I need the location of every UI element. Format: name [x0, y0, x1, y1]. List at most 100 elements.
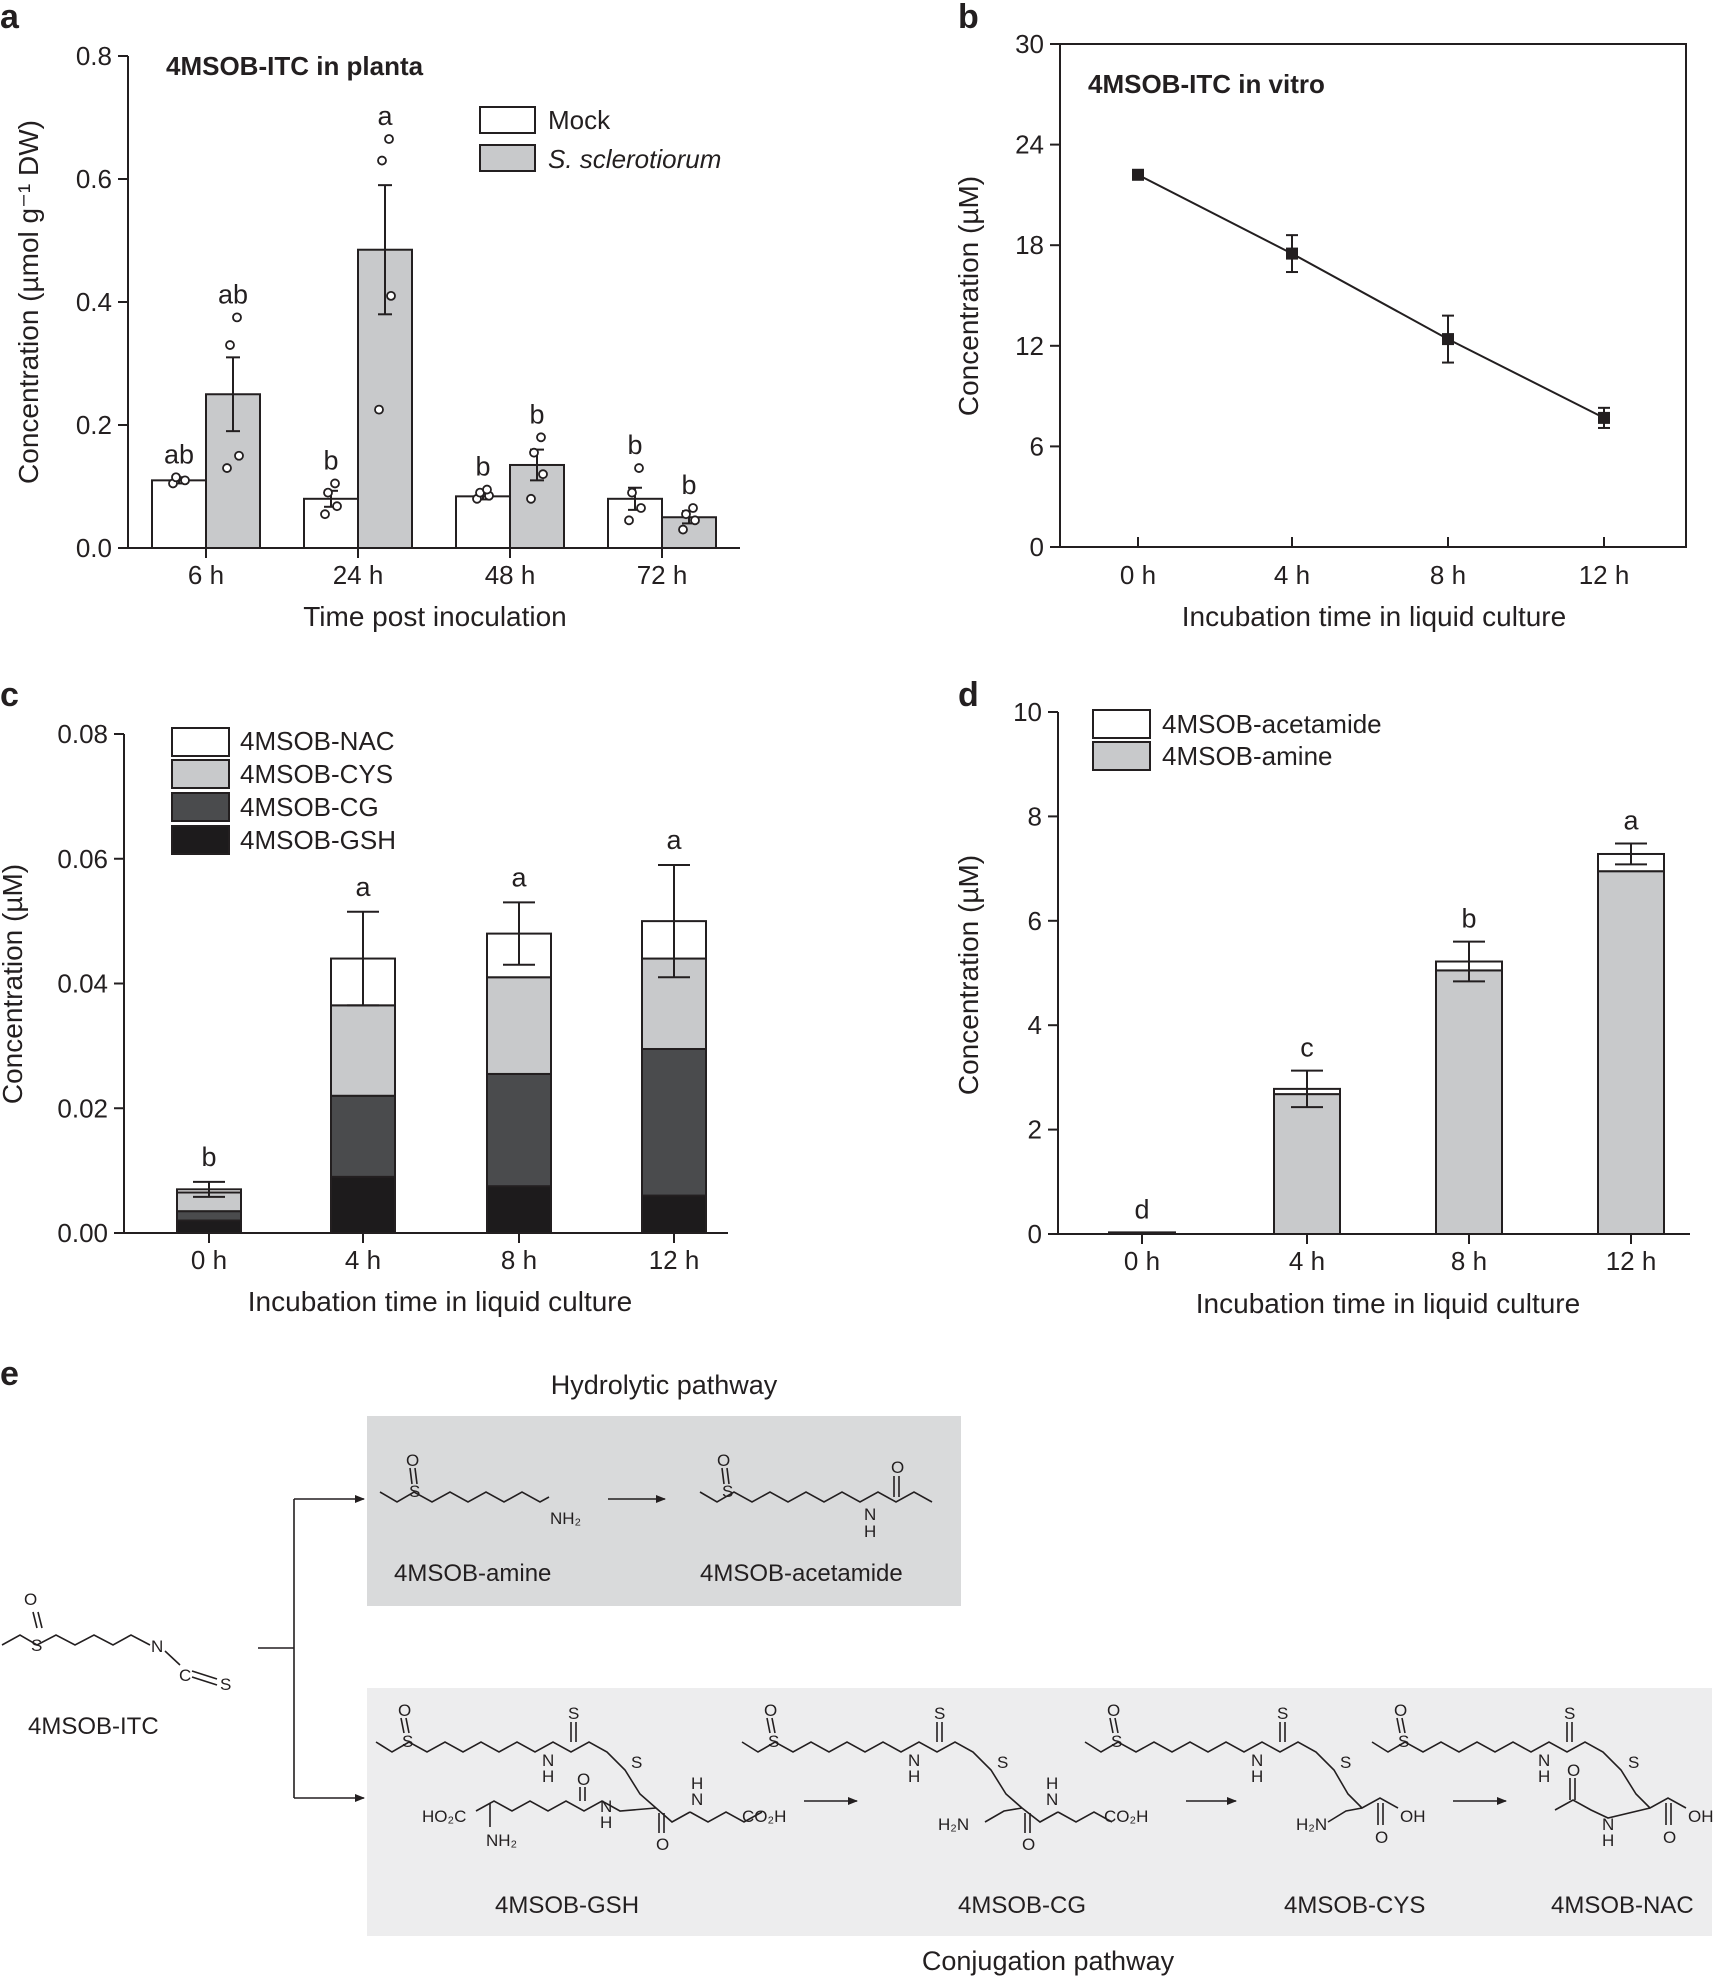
- d-x-label: Incubation time in liquid culture: [1196, 1288, 1580, 1319]
- label-4msob-cg: 4MSOB-CG: [958, 1892, 1086, 1919]
- c-legend-nac: 4MSOB-NAC: [240, 726, 395, 756]
- c-legend-swatch-nac: [171, 727, 230, 757]
- a-data-point: [386, 290, 396, 301]
- d-bar-segment: [1273, 1093, 1341, 1235]
- d-ytick-label: 2: [1028, 1115, 1042, 1145]
- a-data-point: [225, 340, 235, 350]
- panel-letter-d: d: [958, 676, 979, 714]
- c-ytick-label: 0.00: [57, 1218, 108, 1248]
- cg-atom-o2: O: [1022, 1835, 1035, 1854]
- c-legend-cg: 4MSOB-CG: [240, 792, 379, 822]
- cys-atom-n: N: [1251, 1751, 1263, 1770]
- c-xtick-label: 8 h: [501, 1245, 537, 1275]
- label-4msob-itc: 4MSOB-ITC: [28, 1713, 159, 1740]
- c-ytick-label: 0.08: [57, 719, 108, 749]
- structure-4msob-cg: O S S N H S H₂N O N H CO₂H 4MSOB-CG: [741, 1701, 1148, 1919]
- b-data-point: [1442, 333, 1454, 346]
- a-bar: [151, 479, 207, 550]
- acetamide-atom-h: H: [864, 1522, 876, 1541]
- d-significance-letter: b: [1461, 904, 1476, 934]
- structure-4msob-gsh: O S S N H S HO₂C NH₂ O N H O N H CO₂H 4M…: [375, 1701, 786, 1919]
- label-4msob-nac: 4MSOB-NAC: [1551, 1892, 1694, 1919]
- label-4msob-cys: 4MSOB-CYS: [1284, 1892, 1425, 1919]
- gsh-atom-n: N: [542, 1751, 554, 1770]
- b-ytick-label: 30: [1015, 29, 1044, 59]
- a-xtick-label: 24 h: [333, 560, 384, 590]
- cg-atom-s3: S: [997, 1753, 1008, 1772]
- b-xtick-label: 4 h: [1274, 560, 1310, 590]
- b-x-label: Incubation time in liquid culture: [1182, 601, 1566, 632]
- cg-atom-co2h: CO₂H: [1104, 1807, 1148, 1826]
- a-data-point: [634, 463, 644, 473]
- d-significance-letter: c: [1300, 1033, 1314, 1063]
- cg-atom-h: H: [908, 1767, 920, 1786]
- d-bar-segment: [1108, 1231, 1176, 1234]
- b-xtick-label: 0 h: [1120, 560, 1156, 590]
- d-legend-swatch-acetamide: [1092, 709, 1151, 739]
- d-xtick-label: 0 h: [1124, 1246, 1160, 1276]
- b-xtick-label: 8 h: [1430, 560, 1466, 590]
- b-data-point: [1286, 247, 1298, 260]
- panel-letter-e: e: [0, 1355, 19, 1393]
- d-significance-letter: a: [1623, 806, 1639, 836]
- a-significance-letter: b: [681, 470, 696, 500]
- gsh-atom-h2: H: [600, 1813, 612, 1832]
- structure-4msob-cys: O S S N H S H₂N OH O 4MSOB-CYS: [1084, 1701, 1426, 1919]
- b-ytick-label: 0: [1030, 532, 1044, 562]
- a-data-point: [332, 501, 342, 512]
- itc-atom-s2: S: [220, 1675, 231, 1694]
- d-ytick-label: 10: [1013, 697, 1042, 727]
- a-bar: [455, 495, 511, 549]
- a-significance-letter: b: [627, 430, 642, 460]
- c-bar-segment: [176, 1219, 242, 1235]
- d-xtick-label: 8 h: [1451, 1246, 1487, 1276]
- c-x-label: Incubation time in liquid culture: [248, 1286, 632, 1317]
- hydrolytic-pathway-box: [367, 1416, 961, 1606]
- a-y-label: Concentration (µmol g⁻¹ DW): [13, 120, 44, 484]
- nac-atom-h: H: [1538, 1767, 1550, 1786]
- c-bar-segment: [330, 1175, 396, 1235]
- a-data-point: [171, 472, 181, 483]
- structure-4msob-acetamide: O S O N H 4MSOB-acetamide: [699, 1451, 933, 1587]
- a-x-label: Time post inoculation: [303, 601, 567, 632]
- b-xtick-label: 12 h: [1579, 560, 1630, 590]
- a-legend-infected: S. sclerotiorum: [548, 144, 721, 174]
- c-legend-swatch-gsh: [171, 825, 230, 855]
- c-ytick-label: 0.02: [57, 1093, 108, 1123]
- c-bar-segment: [176, 1210, 242, 1222]
- cys-atom-s2: S: [1277, 1704, 1288, 1723]
- cg-atom-s: S: [768, 1732, 779, 1751]
- a-data-point: [688, 503, 698, 513]
- b-data-point: [1598, 411, 1610, 424]
- b-data-point: [1132, 168, 1144, 181]
- structure-4msob-nac: O S S N H S O N H OH O 4MSOB-NAC: [1371, 1701, 1714, 1919]
- c-legend-swatch-cg: [171, 792, 230, 822]
- a-xtick-label: 48 h: [485, 560, 536, 590]
- a-xtick-label: 6 h: [188, 560, 224, 590]
- b-plot-frame: [1059, 43, 1687, 548]
- nac-atom-s: S: [1398, 1732, 1409, 1751]
- a-title: 4MSOB-ITC in planta: [166, 51, 424, 81]
- a-legend-swatch-infected: [479, 144, 536, 172]
- nac-atom-o2: O: [1567, 1761, 1580, 1780]
- c-significance-letter: a: [355, 872, 371, 902]
- a-data-point: [320, 509, 330, 520]
- cg-atom-s2: S: [934, 1704, 945, 1723]
- nac-atom-o3: O: [1663, 1828, 1676, 1847]
- c-y-label: Concentration (µM): [0, 864, 28, 1104]
- c-ytick-label: 0.06: [57, 844, 108, 874]
- a-data-point: [690, 515, 700, 526]
- c-significance-letter: a: [511, 862, 527, 892]
- d-legend-acetamide: 4MSOB-acetamide: [1162, 709, 1382, 739]
- a-significance-letter: ab: [164, 439, 194, 469]
- cys-atom-s3: S: [1340, 1753, 1351, 1772]
- a-data-point: [482, 484, 492, 495]
- a-ytick-label: 0.2: [76, 410, 112, 440]
- b-title: 4MSOB-ITC in vitro: [1088, 69, 1325, 99]
- itc-atom-n: N: [151, 1637, 163, 1656]
- d-y-label: Concentration (µM): [953, 855, 984, 1095]
- d-legend-swatch-amine: [1092, 741, 1151, 771]
- c-bar-segment: [641, 1047, 707, 1197]
- a-significance-letter: b: [323, 445, 338, 475]
